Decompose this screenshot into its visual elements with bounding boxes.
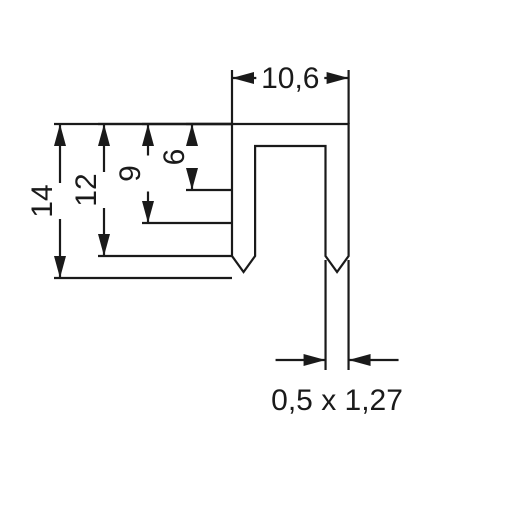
- dim-height-label: 12: [70, 173, 103, 206]
- dim-height-label: 6: [158, 149, 191, 166]
- dim-wire-label: 0,5 x 1,27: [271, 384, 403, 417]
- dim-height-label: 9: [114, 165, 147, 182]
- dim-wire: 0,5 x 1,27: [271, 260, 403, 417]
- dim-height-label: 14: [26, 184, 59, 217]
- dim-heights: 14 12 96: [26, 124, 232, 278]
- staple-profile: [232, 124, 349, 272]
- dim-width: 10,6: [232, 62, 349, 124]
- dim-width-label: 10,6: [261, 62, 319, 95]
- technical-drawing: 10,6 14 12 96 0,5 x 1,27: [0, 0, 510, 510]
